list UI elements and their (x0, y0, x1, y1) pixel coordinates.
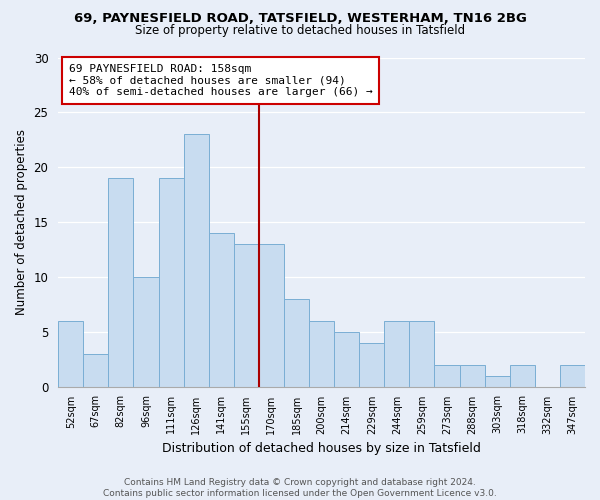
Bar (209, 233, 234, 386)
Bar (284, 299, 309, 386)
Bar (184, 134, 209, 386)
Bar (460, 364, 485, 386)
Text: 69, PAYNESFIELD ROAD, TATSFIELD, WESTERHAM, TN16 2BG: 69, PAYNESFIELD ROAD, TATSFIELD, WESTERH… (74, 12, 526, 26)
Bar (384, 321, 409, 386)
Bar (83, 354, 109, 386)
Bar (58, 321, 83, 386)
Bar (485, 376, 510, 386)
Bar (109, 178, 133, 386)
Text: Contains HM Land Registry data © Crown copyright and database right 2024.
Contai: Contains HM Land Registry data © Crown c… (103, 478, 497, 498)
Bar (510, 364, 535, 386)
Bar (234, 244, 259, 386)
Bar (560, 364, 585, 386)
Bar (409, 321, 434, 386)
Bar (334, 332, 359, 386)
X-axis label: Distribution of detached houses by size in Tatsfield: Distribution of detached houses by size … (162, 442, 481, 455)
Y-axis label: Number of detached properties: Number of detached properties (15, 129, 28, 315)
Text: 69 PAYNESFIELD ROAD: 158sqm
← 58% of detached houses are smaller (94)
40% of sem: 69 PAYNESFIELD ROAD: 158sqm ← 58% of det… (68, 64, 373, 98)
Bar (434, 364, 460, 386)
Bar (158, 178, 184, 386)
Bar (259, 244, 284, 386)
Text: Size of property relative to detached houses in Tatsfield: Size of property relative to detached ho… (135, 24, 465, 37)
Bar (133, 277, 158, 386)
Bar (309, 321, 334, 386)
Bar (359, 343, 384, 386)
